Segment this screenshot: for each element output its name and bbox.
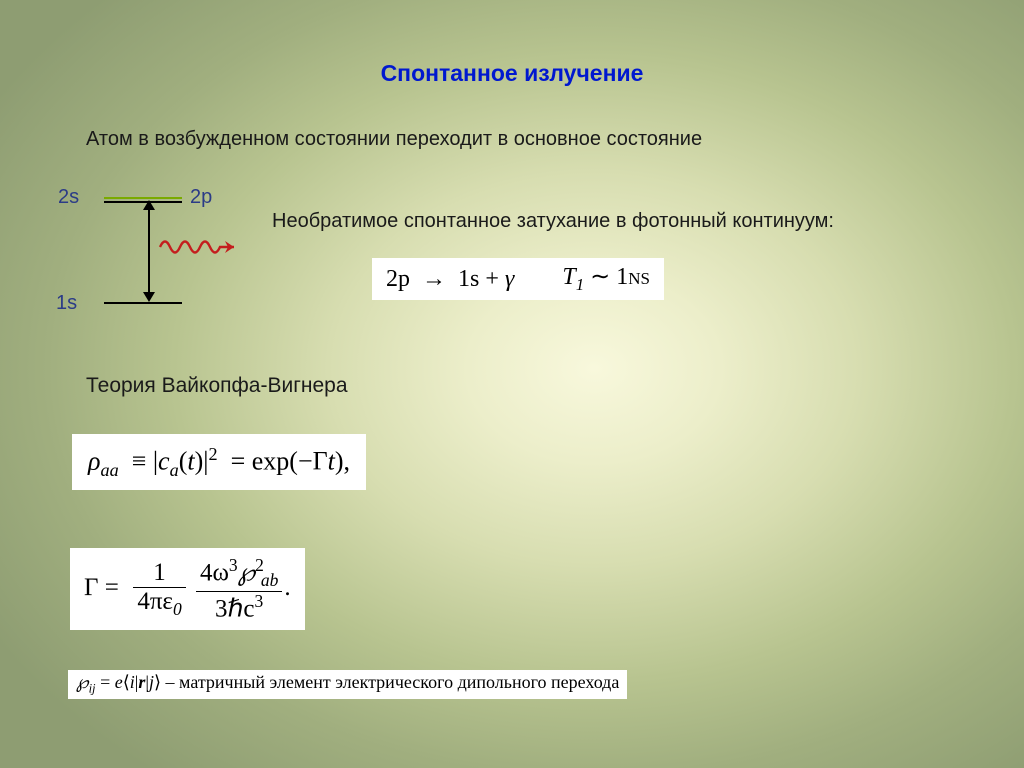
slide-title: Спонтанное излучение [0,60,1024,87]
transition-arrow-shaft [148,206,150,296]
level-label-2s: 2s [58,186,79,209]
photon-wave-icon [158,232,248,262]
slide: Спонтанное излучение Атом в возбужденном… [0,0,1024,768]
transition-arrow-down [143,292,155,302]
matrix-element-formula: ℘ij = e⟨i|r|j⟩ – матричный элемент элект… [68,670,627,699]
level-label-1s: 1s [56,292,77,315]
energy-level-diagram: 2s 2p 1s [50,186,260,316]
transition-arrow-up [143,200,155,210]
rho-formula: ρaa ≡ |ca(t)|2 = exp(−Γt), [72,434,366,490]
level-label-2p: 2p [190,186,212,209]
continuum-text: Необратимое спонтанное затухание в фотон… [272,210,834,233]
lower-level-line [104,302,182,304]
intro-text: Атом в возбужденном состоянии переходит … [86,128,702,151]
decay-formula: 2p → 1s + γ T1 ∼ 1ns [372,258,664,300]
upper-level-highlight [104,197,182,199]
decay-transition: 2p → 1s + γ [386,266,514,292]
gamma-formula: Γ = 1 4πε0 4ω3℘2ab 3ℏc3 . [70,548,305,630]
theory-label: Теория Вайкопфа-Вигнера [86,374,348,398]
decay-lifetime: T1 ∼ 1ns [562,264,650,294]
